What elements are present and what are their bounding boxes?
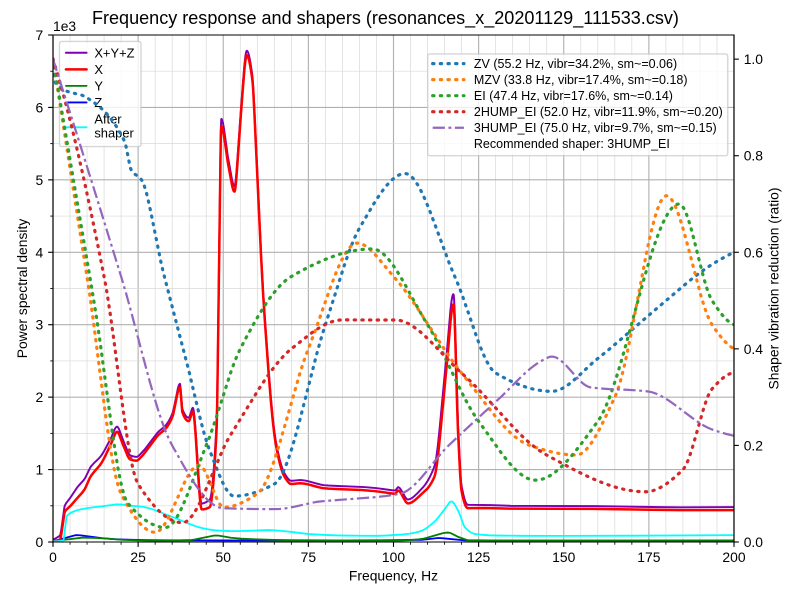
svg-text:3HUMP_EI (75.0 Hz, vibr=9.7%,: 3HUMP_EI (75.0 Hz, vibr=9.7%, sm~=0.15) [474, 121, 717, 135]
svg-text:7: 7 [36, 27, 44, 43]
svg-text:5: 5 [36, 172, 44, 188]
svg-text:Recommended shaper: 3HUMP_EI: Recommended shaper: 3HUMP_EI [474, 137, 670, 151]
svg-text:1.0: 1.0 [744, 51, 764, 67]
svg-text:0.0: 0.0 [744, 534, 764, 550]
svg-text:75: 75 [301, 549, 317, 565]
svg-text:X+Y+Z: X+Y+Z [94, 45, 134, 60]
svg-text:Y: Y [94, 78, 103, 93]
svg-text:2HUMP_EI (52.0 Hz, vibr=11.9%,: 2HUMP_EI (52.0 Hz, vibr=11.9%, sm~=0.20) [474, 105, 723, 119]
svg-text:shaper: shaper [94, 125, 134, 140]
svg-text:0.8: 0.8 [744, 148, 764, 164]
svg-text:6: 6 [36, 99, 44, 115]
svg-text:X: X [94, 62, 103, 77]
svg-text:4: 4 [36, 244, 44, 260]
svg-text:ZV (55.2 Hz, vibr=34.2%, sm~=0: ZV (55.2 Hz, vibr=34.2%, sm~=0.06) [474, 57, 677, 71]
svg-text:100: 100 [382, 549, 405, 565]
svg-text:Frequency, Hz: Frequency, Hz [349, 567, 438, 583]
svg-text:0.2: 0.2 [744, 437, 764, 453]
svg-text:0: 0 [49, 549, 57, 565]
svg-text:3: 3 [36, 317, 44, 333]
svg-text:125: 125 [467, 549, 490, 565]
svg-text:150: 150 [552, 549, 575, 565]
svg-text:MZV (33.8 Hz, vibr=17.4%, sm~=: MZV (33.8 Hz, vibr=17.4%, sm~=0.18) [474, 73, 688, 87]
svg-text:200: 200 [722, 549, 745, 565]
svg-text:1: 1 [36, 462, 44, 478]
svg-text:0: 0 [36, 534, 44, 550]
svg-text:EI (47.4 Hz, vibr=17.6%, sm~=0: EI (47.4 Hz, vibr=17.6%, sm~=0.14) [474, 89, 673, 103]
svg-text:Frequency response and shapers: Frequency response and shapers (resonanc… [92, 8, 679, 29]
svg-text:Shaper vibration reduction (ra: Shaper vibration reduction (ratio) [766, 187, 782, 389]
svg-text:0.4: 0.4 [744, 341, 764, 357]
svg-text:1e3: 1e3 [53, 18, 76, 34]
svg-text:25: 25 [130, 549, 146, 565]
svg-text:175: 175 [637, 549, 660, 565]
svg-text:Power spectral density: Power spectral density [14, 219, 30, 359]
svg-text:2: 2 [36, 389, 44, 405]
svg-text:0.6: 0.6 [744, 244, 764, 260]
svg-text:50: 50 [216, 549, 232, 565]
